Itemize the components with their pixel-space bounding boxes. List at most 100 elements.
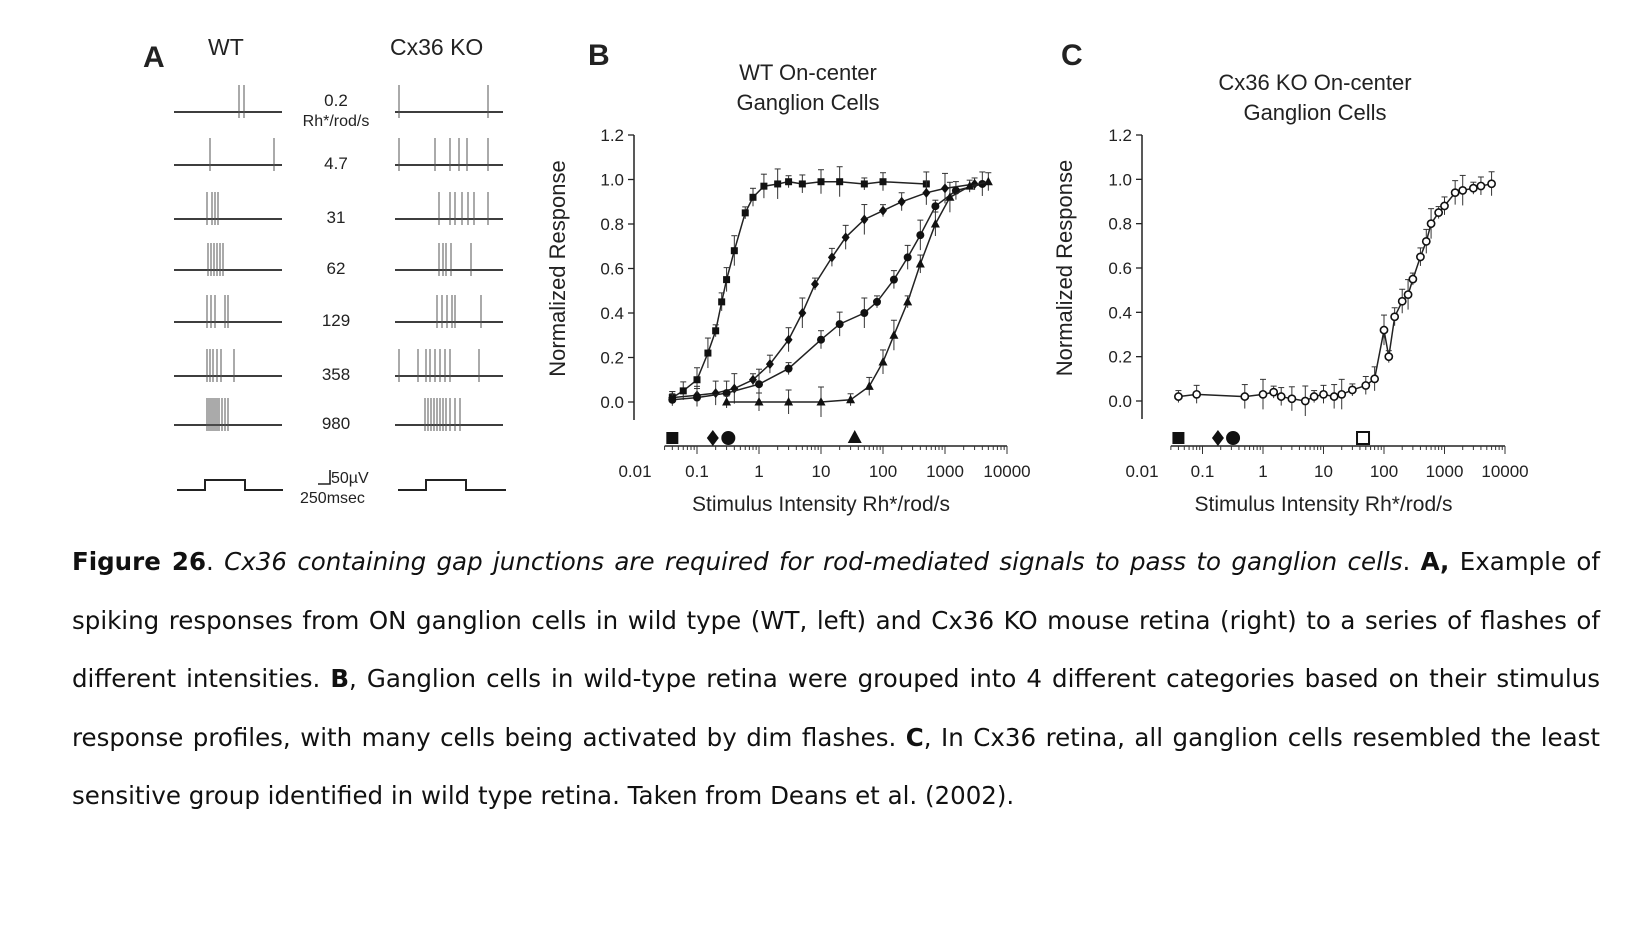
panel-b-letter: B — [588, 39, 610, 72]
x-tick-label: 10 — [812, 462, 831, 481]
caption-label-a: A, — [1420, 547, 1450, 576]
caption-figure-label: Figure 26 — [72, 547, 207, 576]
panel-c: C Cx36 KO On-center Ganglion Cells 0.00.… — [1052, 39, 1529, 516]
scale-bar — [318, 470, 331, 485]
y-tick-label: 0.6 — [1108, 259, 1132, 278]
data-point — [784, 397, 794, 406]
data-point — [945, 192, 955, 201]
caption-text-b: , Ganglion cells in wild-type retina wer… — [72, 664, 1600, 752]
data-point — [693, 393, 701, 402]
y-tick-label: 0.0 — [600, 393, 624, 412]
x-tick-label: 0.1 — [1191, 462, 1215, 481]
data-point — [754, 397, 764, 406]
caption-title: Cx36 containing gap junctions are requir… — [224, 547, 1403, 576]
data-point — [1269, 387, 1279, 397]
data-point — [1309, 392, 1319, 401]
data-point — [1468, 183, 1478, 193]
data-point — [915, 259, 925, 268]
threshold-marker-circle — [1226, 431, 1241, 445]
x-tick-label: 1 — [1258, 462, 1267, 481]
caption-label-c: C — [905, 722, 924, 752]
data-point — [1458, 186, 1468, 195]
data-point — [1287, 394, 1297, 404]
data-point — [723, 276, 731, 284]
intensity-label: 980 — [322, 414, 350, 433]
y-axis-label: Normalized Response — [1052, 160, 1077, 376]
data-point — [1258, 389, 1268, 399]
fit-curve — [672, 183, 975, 399]
y-tick-label: 0.6 — [600, 260, 624, 279]
data-point — [841, 232, 850, 243]
data-point — [1403, 290, 1413, 299]
data-point — [1337, 389, 1347, 399]
intensity-label: 62 — [327, 259, 346, 278]
data-point — [1421, 236, 1431, 246]
panel-b-title-line1: WT On-center — [739, 60, 877, 85]
data-point — [903, 296, 913, 306]
threshold-marker-open-square — [1356, 431, 1371, 445]
data-point — [730, 247, 738, 255]
data-point — [817, 335, 825, 344]
data-point — [679, 387, 687, 395]
data-point — [1416, 252, 1425, 262]
data-point — [1329, 392, 1339, 401]
data-point — [1240, 392, 1250, 401]
caption-label-b: B — [330, 664, 349, 693]
data-point — [1384, 352, 1394, 362]
figure-panels: A WT Cx36 KO 0.2 Rh*/rod/s 4.7 31 62 129 358… — [143, 34, 1529, 516]
x-axis-label: Stimulus Intensity Rh*/rod/s — [692, 493, 950, 516]
data-point — [765, 359, 774, 370]
data-point — [712, 327, 720, 335]
x-tick-label: 10 — [1314, 462, 1333, 481]
data-point — [889, 330, 899, 339]
data-point — [1276, 392, 1286, 401]
data-point — [941, 183, 949, 194]
caption-text-c: , In Cx36 retina, all ganglion cells res… — [72, 722, 1600, 811]
x-tick-label: 0.01 — [618, 462, 651, 481]
data-point — [983, 176, 993, 186]
data-point — [860, 214, 869, 225]
data-point — [965, 181, 975, 190]
data-point — [1426, 219, 1436, 229]
intensity-label: 358 — [322, 365, 350, 384]
data-point — [1174, 392, 1183, 401]
data-point — [897, 196, 906, 207]
panel-b: B WT On-center Ganglion Cells 0.00.20.40… — [545, 39, 1031, 516]
data-point — [785, 178, 793, 186]
y-tick-label: 0.4 — [600, 304, 624, 323]
panel-c-title-line1: Cx36 KO On-center — [1218, 70, 1411, 95]
panel-c-plot — [1172, 171, 1496, 446]
y-tick-label: 1.2 — [600, 126, 624, 145]
spike-traces — [174, 85, 503, 431]
intensity-labels: 4.7 31 62 129 358 980 — [322, 154, 350, 433]
data-point — [836, 178, 844, 186]
x-tick-label: 1 — [754, 462, 763, 481]
data-point — [755, 380, 763, 389]
figure-caption: Figure 26. Cx36 containing gap junctions… — [72, 547, 1601, 811]
intensity-label-first: 0.2 — [324, 91, 348, 110]
data-point — [760, 182, 768, 190]
threshold-marker-circle — [721, 431, 736, 445]
data-point — [1408, 274, 1418, 284]
data-point — [835, 320, 844, 329]
scale-time-label: 250msec — [300, 490, 365, 507]
panel-c-title-line2: Ganglion Cells — [1243, 100, 1386, 125]
panel-a-ko-header: Cx36 KO — [390, 34, 483, 60]
data-point — [864, 381, 874, 390]
data-point — [846, 394, 856, 404]
data-point — [860, 180, 868, 188]
data-point — [1192, 389, 1202, 399]
data-point — [860, 309, 869, 317]
panel-b-plot — [666, 166, 993, 446]
intensity-unit-label: Rh*/rod/s — [303, 113, 370, 130]
y-axis-label: Normalized Response — [545, 160, 570, 376]
data-point — [1300, 396, 1310, 406]
threshold-marker-diamond — [1211, 430, 1224, 446]
scale-voltage-label: 50µV — [331, 470, 369, 487]
data-point — [810, 279, 819, 290]
threshold-marker-square — [666, 432, 679, 444]
fit-curve — [726, 180, 989, 403]
threshold-marker-triangle — [847, 430, 862, 443]
x-tick-label: 0.01 — [1125, 462, 1158, 481]
x-tick-label: 0.1 — [685, 462, 709, 481]
